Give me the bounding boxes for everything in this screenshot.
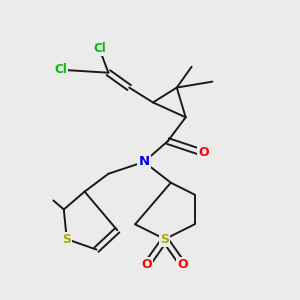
Text: O: O — [177, 258, 188, 271]
Text: S: S — [62, 233, 71, 246]
Text: S: S — [160, 233, 169, 246]
Text: Cl: Cl — [93, 42, 106, 56]
Text: N: N — [139, 155, 150, 168]
Text: O: O — [198, 146, 209, 160]
Text: O: O — [142, 258, 152, 271]
Text: Cl: Cl — [55, 63, 67, 76]
